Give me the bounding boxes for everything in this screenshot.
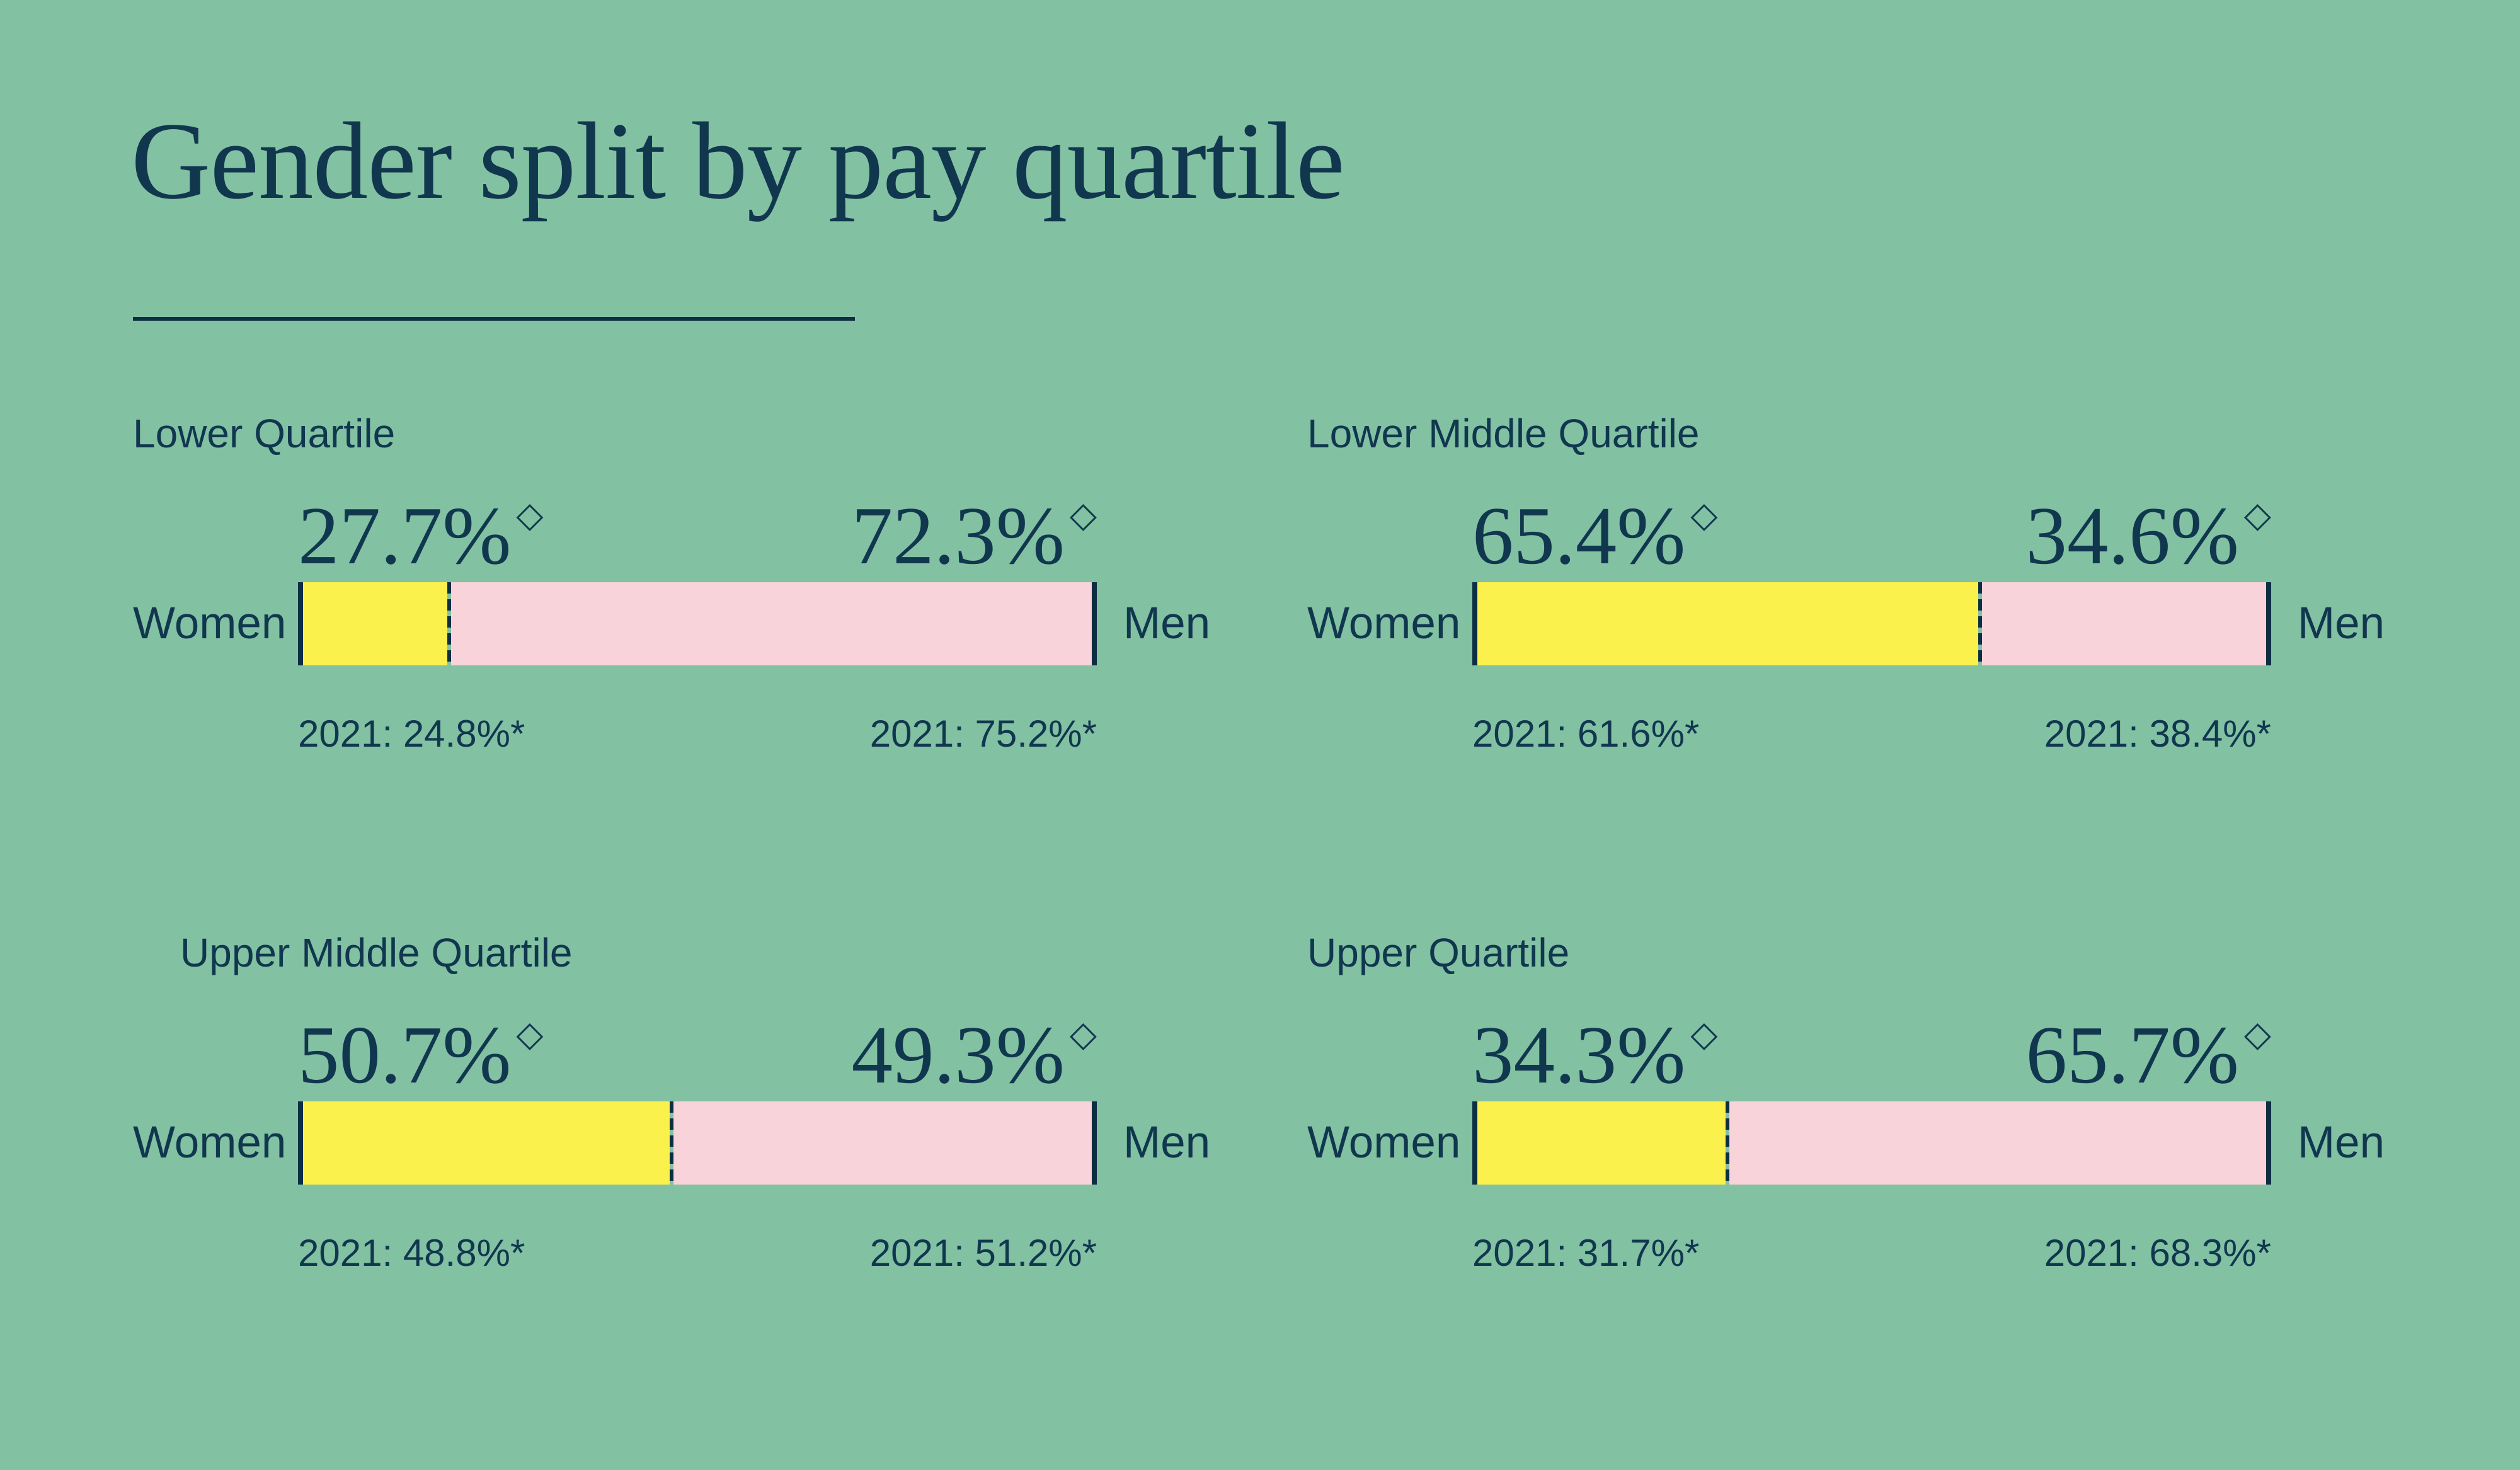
value-row: 65.4% ◇ 34.6% ◇ bbox=[1472, 495, 2271, 577]
women-value: 27.7% ◇ bbox=[298, 490, 544, 582]
bar-right-cap bbox=[1092, 1101, 1097, 1185]
men-label: Men bbox=[1123, 1118, 1211, 1168]
quartile-chart-lower: Lower Quartile 27.7% ◇ 72.3% ◇ Women Men 2… bbox=[133, 410, 1261, 775]
quartile-label: Lower Quartile bbox=[133, 411, 396, 456]
gender-split-bar bbox=[298, 1101, 1097, 1185]
women-bar-segment bbox=[1477, 1101, 1726, 1185]
bar-right-cap bbox=[1092, 582, 1097, 665]
men-label: Men bbox=[1123, 599, 1211, 648]
bar-left-cap bbox=[1472, 1101, 1477, 1185]
men-2021-value: 2021: 51.2%* bbox=[869, 1232, 1097, 1274]
split-divider-dashed-line bbox=[1726, 1101, 1729, 1185]
gender-split-bar bbox=[1472, 582, 2271, 665]
women-label: Women bbox=[133, 1118, 287, 1168]
women-bar-segment bbox=[1477, 582, 1978, 665]
men-bar-segment bbox=[673, 1101, 1092, 1185]
women-value: 34.3% ◇ bbox=[1472, 1009, 1718, 1101]
value-row: 27.7% ◇ 72.3% ◇ bbox=[298, 495, 1097, 577]
women-2021-value: 2021: 31.7%* bbox=[1472, 1232, 1700, 1274]
men-value: 34.6% ◇ bbox=[2025, 490, 2271, 582]
women-value: 65.4% ◇ bbox=[1472, 490, 1718, 582]
women-label: Women bbox=[133, 599, 287, 648]
bar-left-cap bbox=[298, 582, 303, 665]
men-bar-segment bbox=[1982, 582, 2266, 665]
men-value: 65.7% ◇ bbox=[2025, 1009, 2271, 1101]
quartile-chart-lower-middle: Lower Middle Quartile 65.4% ◇ 34.6% ◇ Wome… bbox=[1307, 410, 2435, 775]
quartile-label: Lower Middle Quartile bbox=[1307, 411, 1700, 456]
previous-year-row: 2021: 61.6%* 2021: 38.4%* bbox=[1472, 711, 2271, 757]
value-row: 34.3% ◇ 65.7% ◇ bbox=[1472, 1014, 2271, 1096]
diamond-icon: ◇ bbox=[1069, 1015, 1097, 1054]
women-bar-segment bbox=[303, 582, 447, 665]
men-bar-segment bbox=[1729, 1101, 2266, 1185]
men-2021-value: 2021: 75.2%* bbox=[869, 713, 1097, 755]
women-2021-value: 2021: 61.6%* bbox=[1472, 713, 1700, 755]
bar-left-cap bbox=[298, 1101, 303, 1185]
value-row: 50.7% ◇ 49.3% ◇ bbox=[298, 1014, 1097, 1096]
diamond-icon: ◇ bbox=[2243, 496, 2271, 535]
split-divider-dashed-line bbox=[447, 582, 451, 665]
previous-year-row: 2021: 24.8%* 2021: 75.2%* bbox=[298, 711, 1097, 757]
diamond-icon: ◇ bbox=[2243, 1015, 2271, 1054]
quartile-label: Upper Middle Quartile bbox=[180, 930, 573, 975]
gender-split-bar bbox=[298, 582, 1097, 665]
women-label: Women bbox=[1307, 1118, 1461, 1168]
diamond-icon: ◇ bbox=[1690, 1015, 1718, 1054]
men-2021-value: 2021: 38.4%* bbox=[2044, 713, 2271, 755]
diamond-icon: ◇ bbox=[1069, 496, 1097, 535]
diamond-icon: ◇ bbox=[516, 496, 544, 535]
quartile-chart-upper-middle: Upper Middle Quartile 50.7% ◇ 49.3% ◇ Wome… bbox=[133, 929, 1261, 1294]
title-underline bbox=[133, 317, 855, 321]
quartile-label: Upper Quartile bbox=[1307, 930, 1570, 975]
bar-left-cap bbox=[1472, 582, 1477, 665]
men-bar-segment bbox=[451, 582, 1092, 665]
page-title: Gender split by pay quartile bbox=[131, 100, 1345, 222]
previous-year-row: 2021: 31.7%* 2021: 68.3%* bbox=[1472, 1231, 2271, 1276]
women-2021-value: 2021: 48.8%* bbox=[298, 1232, 525, 1274]
split-divider-dashed-line bbox=[670, 1101, 673, 1185]
women-value: 50.7% ◇ bbox=[298, 1009, 544, 1101]
men-label: Men bbox=[2298, 1118, 2385, 1168]
diamond-icon: ◇ bbox=[1690, 496, 1718, 535]
bar-right-cap bbox=[2266, 582, 2271, 665]
diamond-icon: ◇ bbox=[516, 1015, 544, 1054]
men-2021-value: 2021: 68.3%* bbox=[2044, 1232, 2271, 1274]
women-label: Women bbox=[1307, 599, 1461, 648]
bar-right-cap bbox=[2266, 1101, 2271, 1185]
men-label: Men bbox=[2298, 599, 2385, 648]
men-value: 72.3% ◇ bbox=[851, 490, 1097, 582]
men-value: 49.3% ◇ bbox=[851, 1009, 1097, 1101]
gender-split-bar bbox=[1472, 1101, 2271, 1185]
women-bar-segment bbox=[303, 1101, 670, 1185]
women-2021-value: 2021: 24.8%* bbox=[298, 713, 525, 755]
quartile-chart-upper: Upper Quartile 34.3% ◇ 65.7% ◇ Women Men 2… bbox=[1307, 929, 2435, 1294]
split-divider-dashed-line bbox=[1978, 582, 1982, 665]
previous-year-row: 2021: 48.8%* 2021: 51.2%* bbox=[298, 1231, 1097, 1276]
